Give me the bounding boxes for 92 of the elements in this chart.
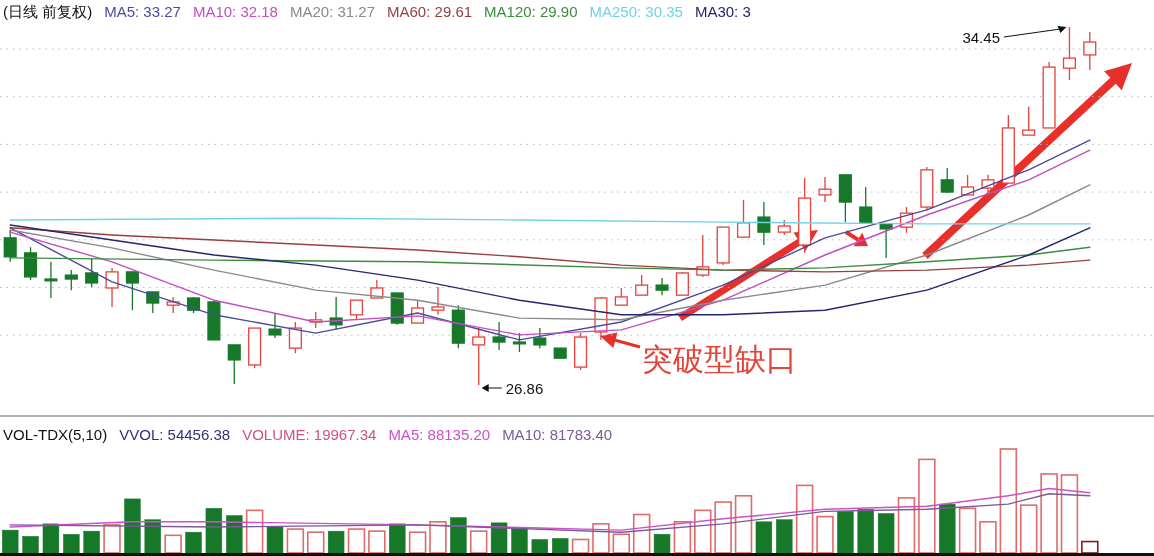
bar: [816, 515, 834, 554]
bar: [999, 448, 1018, 554]
bar: [307, 531, 325, 554]
bar: [592, 523, 610, 554]
bar: [83, 530, 100, 554]
chart-title: VOL-TDX(5,10): [3, 426, 108, 443]
bar: [755, 521, 773, 554]
candlestick: [24, 246, 38, 281]
bar: [368, 530, 386, 554]
candlestick: [349, 299, 364, 321]
bar: [63, 534, 80, 554]
candlestick: [655, 277, 669, 296]
bar: [511, 527, 528, 554]
candlestick: [635, 274, 649, 296]
text: VOLUME: 19967.34: [242, 426, 377, 443]
bar: [979, 521, 997, 554]
bar: [918, 458, 936, 554]
text: MA5: 33.27: [104, 3, 181, 20]
text: MA10: 32.18: [192, 3, 278, 20]
bar: [531, 539, 549, 554]
text: MA20: 31.27: [289, 3, 376, 20]
text: MA60: 29.61: [387, 3, 473, 20]
candlestick: [268, 312, 282, 339]
bar: [1040, 473, 1058, 554]
bar: [144, 519, 161, 554]
bar: [571, 538, 590, 554]
candlestick: [736, 199, 751, 238]
text: MA120: 29.90: [484, 3, 578, 20]
bar: [958, 507, 977, 554]
bar: [22, 536, 39, 554]
bar: [205, 508, 223, 554]
candlestick: [105, 267, 119, 308]
candlestick: [125, 271, 139, 311]
bar: [245, 509, 264, 554]
bar: [124, 498, 141, 554]
candlestick: [85, 257, 99, 288]
bar: [877, 513, 895, 554]
bar: [714, 501, 732, 554]
bar: [897, 497, 916, 554]
bar: [734, 495, 753, 554]
bar: [327, 530, 345, 554]
candlestick: [1022, 106, 1036, 136]
bar: [795, 484, 814, 554]
text: MA10: 81783.40: [502, 426, 613, 443]
bar: [103, 524, 121, 554]
bar: [286, 528, 305, 554]
annotation: 26.86: [505, 380, 544, 397]
annotation: 34.45: [962, 29, 1000, 46]
bar: [42, 523, 60, 554]
candlestick: [1083, 31, 1097, 71]
bar: [469, 530, 488, 554]
candlestick: [940, 167, 954, 194]
candlestick: [492, 321, 506, 351]
text: MA30: 3: [694, 3, 751, 20]
candlestick: [44, 261, 58, 299]
candlestick: [472, 327, 486, 386]
bar: [857, 509, 874, 554]
bar: [226, 515, 243, 554]
bar: [551, 538, 569, 554]
bar: [694, 509, 712, 554]
bar: [612, 533, 631, 554]
bar: [408, 531, 427, 554]
candlestick: [818, 176, 832, 203]
candlestick: [757, 201, 771, 246]
text: MA250: 30.35: [589, 3, 683, 20]
candlestick: [533, 327, 547, 349]
bar: [1019, 504, 1038, 554]
bar: [837, 511, 854, 554]
text: VVOL: 54456.38: [119, 426, 231, 443]
bar: [1081, 540, 1099, 554]
bar: [347, 528, 366, 554]
bar: [185, 531, 202, 554]
candlestick: [859, 186, 873, 224]
chart-title: (日线 前复权): [3, 3, 93, 20]
bar: [266, 526, 284, 554]
bar: [389, 523, 406, 554]
bar: [1, 529, 19, 554]
candlestick: [431, 286, 445, 316]
candlestick: [512, 332, 526, 353]
bar: [429, 521, 447, 554]
bar: [490, 522, 508, 554]
candlestick: [64, 269, 78, 291]
bar: [776, 519, 793, 554]
bar: [164, 534, 182, 554]
bar: [653, 534, 671, 554]
candlestick: [227, 344, 241, 385]
bar: [450, 517, 467, 554]
text: MA5: 88135.20: [388, 426, 491, 443]
annotation-arrow: 突破型缺口: [642, 342, 797, 377]
bar: [1060, 474, 1079, 554]
bar: [939, 503, 956, 554]
candlestick: [288, 321, 302, 354]
